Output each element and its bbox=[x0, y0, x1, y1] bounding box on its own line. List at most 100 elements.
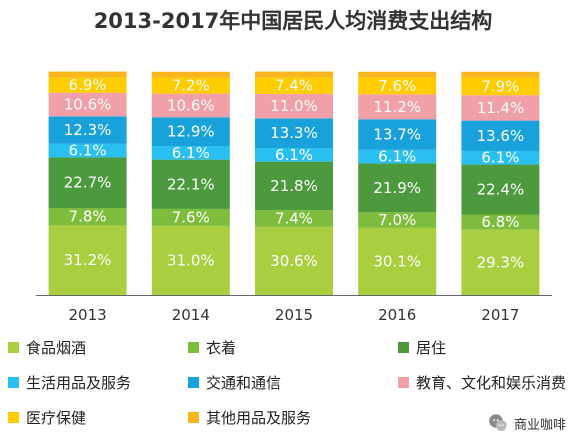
data-label: 6.1% bbox=[275, 146, 313, 164]
bar-segment bbox=[461, 71, 540, 78]
data-label: 7.9% bbox=[481, 77, 519, 95]
bar-segment bbox=[151, 208, 230, 226]
bar-segment bbox=[461, 214, 540, 230]
bar-segment bbox=[151, 225, 230, 295]
legend-item: 生活用品及服务 bbox=[8, 371, 131, 393]
x-tick-label: 2016 bbox=[378, 306, 416, 324]
data-label: 13.7% bbox=[373, 126, 421, 144]
bar-segment bbox=[151, 93, 230, 118]
data-label: 22.4% bbox=[477, 181, 525, 199]
data-label: 12.3% bbox=[64, 121, 112, 139]
data-label: 7.4% bbox=[275, 210, 313, 228]
legend-swatch bbox=[398, 376, 409, 388]
legend-label: 生活用品及服务 bbox=[26, 373, 132, 392]
bar-segment bbox=[255, 148, 333, 162]
data-label: 13.3% bbox=[270, 124, 318, 142]
bar-segment bbox=[358, 71, 437, 78]
data-label: 6.1% bbox=[69, 142, 107, 160]
legend-swatch bbox=[188, 341, 199, 353]
data-label: 30.6% bbox=[270, 252, 318, 270]
bar-segment bbox=[255, 71, 333, 78]
bar-segment bbox=[48, 208, 127, 226]
data-label: 6.9% bbox=[69, 76, 107, 94]
bar-segment bbox=[461, 150, 540, 165]
x-tick-label: 2014 bbox=[172, 306, 210, 324]
data-label: 7.0% bbox=[378, 211, 416, 229]
bar-segment bbox=[358, 119, 437, 150]
chart-title: 2013-2017年中国居民人均消费支出结构 bbox=[93, 9, 493, 33]
bar-segment bbox=[461, 120, 540, 151]
bar-segment bbox=[255, 118, 333, 149]
x-tick-label: 2013 bbox=[69, 306, 107, 324]
data-label: 31.2% bbox=[64, 251, 112, 269]
data-label: 7.6% bbox=[378, 77, 416, 95]
bar-segment bbox=[255, 161, 333, 211]
bar-segment bbox=[151, 159, 230, 209]
legend-label: 交通和通信 bbox=[206, 373, 282, 392]
x-tick-label: 2017 bbox=[481, 306, 519, 324]
wechat-watermark: 商业咖啡 bbox=[488, 411, 566, 435]
bar-segment bbox=[358, 227, 437, 295]
data-label: 6.1% bbox=[378, 148, 416, 166]
bar-segment bbox=[461, 164, 540, 215]
bar-segment bbox=[48, 157, 127, 209]
legend-label: 教育、文化和娱乐消费 bbox=[416, 373, 567, 392]
data-label: 29.3% bbox=[477, 253, 525, 271]
legend-item: 衣着 bbox=[188, 336, 236, 358]
data-label: 7.8% bbox=[69, 208, 107, 226]
bar-segment bbox=[358, 212, 437, 228]
bar-segment bbox=[358, 163, 437, 213]
data-label: 11.0% bbox=[270, 97, 318, 115]
bar-segment bbox=[461, 229, 540, 295]
legend-label: 居住 bbox=[416, 338, 447, 357]
bar-segment bbox=[48, 77, 127, 93]
legend-item: 教育、文化和娱乐消费 bbox=[398, 371, 566, 393]
legend-swatch bbox=[8, 376, 19, 388]
legend-item: 食品烟酒 bbox=[8, 336, 86, 358]
data-label: 22.1% bbox=[167, 175, 215, 193]
bar-segment bbox=[151, 146, 230, 160]
bar-segment bbox=[151, 117, 230, 147]
wechat-logo-icon bbox=[488, 413, 508, 433]
bar-segment bbox=[358, 94, 437, 120]
legend-item: 其他用品及服务 bbox=[188, 406, 311, 428]
data-label: 22.7% bbox=[64, 174, 112, 192]
legend-label: 衣着 bbox=[206, 338, 237, 357]
legend-label: 其他用品及服务 bbox=[206, 408, 312, 427]
bar-segment bbox=[255, 77, 333, 94]
bar-segment bbox=[48, 92, 127, 117]
legend-label: 医疗保健 bbox=[26, 408, 87, 427]
data-label: 12.9% bbox=[167, 123, 215, 141]
bar-segment bbox=[461, 77, 540, 96]
bar-segment bbox=[461, 95, 540, 121]
data-label: 30.1% bbox=[373, 252, 421, 270]
data-label: 21.8% bbox=[270, 177, 318, 195]
data-label: 10.6% bbox=[167, 96, 215, 114]
legend-label: 食品烟酒 bbox=[26, 338, 87, 357]
data-label: 7.6% bbox=[172, 208, 210, 226]
legend-swatch bbox=[398, 341, 409, 353]
data-label: 6.1% bbox=[481, 149, 519, 167]
bar-segment bbox=[48, 143, 127, 158]
bar-segment bbox=[48, 71, 127, 78]
legend-swatch bbox=[8, 411, 19, 423]
data-label: 11.2% bbox=[373, 98, 421, 116]
data-label: 7.2% bbox=[172, 77, 210, 95]
bar-segment bbox=[255, 93, 333, 119]
bar-segment bbox=[151, 77, 230, 94]
legend-item: 交通和通信 bbox=[188, 371, 281, 393]
bar-segment bbox=[255, 226, 333, 295]
bar-segment bbox=[48, 116, 127, 144]
bar-segment bbox=[255, 210, 333, 227]
x-tick-label: 2015 bbox=[275, 306, 313, 324]
bar-segment bbox=[358, 77, 437, 95]
bar-segment bbox=[358, 149, 437, 164]
data-label: 10.6% bbox=[64, 96, 112, 114]
legend-swatch bbox=[188, 411, 199, 423]
bar-segment bbox=[48, 225, 127, 295]
legend-item: 居住 bbox=[398, 336, 446, 358]
data-label: 11.4% bbox=[477, 99, 525, 117]
data-label: 6.8% bbox=[481, 213, 519, 231]
data-label: 7.4% bbox=[275, 77, 313, 95]
